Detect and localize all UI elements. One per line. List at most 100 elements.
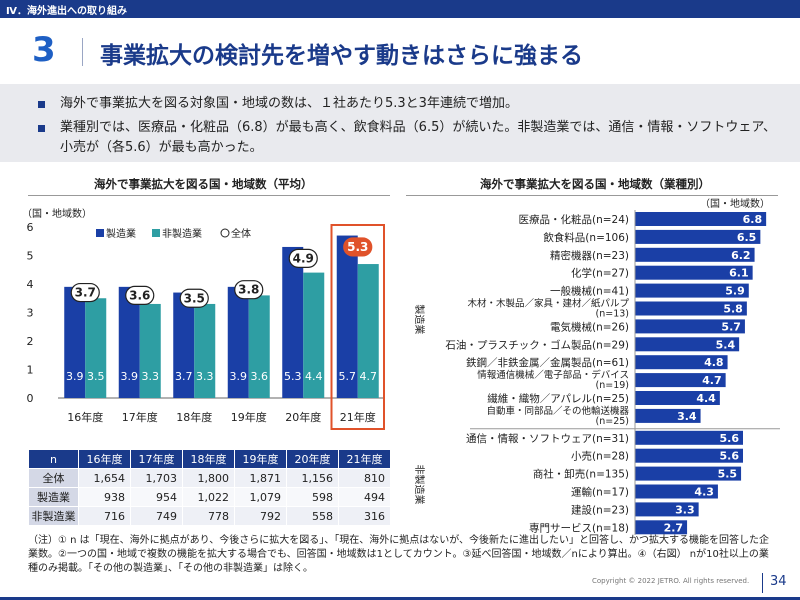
industry-label: (n=25) [596,416,629,427]
table-row: 非製造業 716 749 778 792 558 316 [28,506,391,526]
x-tick-label: 18年度 [176,410,212,424]
industry-value-label: 5.7 [721,320,741,333]
industry-bar [635,301,747,316]
table-cell: 1,079 [234,487,287,507]
header-bar: Ⅳ．海外進出への取り組み [0,0,800,18]
industry-value-label: 2.7 [664,521,684,534]
table-row-label: 非製造業 [28,506,79,526]
table-cell: 778 [182,506,235,526]
industry-bar [635,265,753,280]
summary-item: 海外で事業拡大を図る対象国・地域の数は、１社あたり5.3と3年連続で増加。 [38,94,786,114]
page-title: 事業拡大の検討先を増やす動きはさらに強まる [100,43,583,69]
right-chart-title-rule [406,195,778,196]
overall-label: 5.3 [347,240,368,254]
footnote: （注）① n は「現在、海外に拠点があり、今後さらに拡大を図る」、「現在、海外に… [28,535,770,574]
x-tick-label: 20年度 [285,410,321,424]
industry-value-label: 6.8 [743,213,763,226]
industry-label: 化学(n=27) [571,267,629,280]
industry-label: 石油・プラスチック・ゴム製品(n=29) [445,338,629,351]
data-label: 3.5 [87,370,105,383]
bar-nonmanufacturing [139,303,161,398]
table-cell: 1,800 [182,468,235,488]
data-label: 5.3 [284,370,302,383]
overall-label: 3.8 [238,283,259,297]
highlight-frame [330,224,385,430]
industry-bar [635,391,720,405]
industry-label: 医療品・化粧品(n=24) [518,213,629,226]
industry-bar [635,448,743,463]
bar-nonmanufacturing [357,264,379,398]
table-row-label: 製造業 [28,487,79,507]
y-tick-label: 5 [27,250,34,263]
page-number-divider [762,573,763,593]
data-label: 3.9 [121,370,139,383]
table-row-label: 全体 [28,468,79,488]
industry-label: 通信・情報・ソフトウェア(n=31) [466,432,629,445]
overall-marker [70,282,100,303]
industry-bar [635,247,755,262]
industry-label: (n=13) [596,309,629,320]
industry-label: 繊維・織物／アパレル(n=25) [487,392,629,405]
overall-marker [179,288,209,308]
data-label: 3.7 [175,370,193,383]
left-chart-title: 海外で事業拡大を図る国・地域数（平均） [94,177,313,191]
x-tick-label: 16年度 [67,410,103,424]
bar-manufacturing [173,292,195,398]
bar-manufacturing [64,286,86,398]
legend-swatch [152,229,160,237]
y-tick-label: 1 [27,364,34,377]
table-cell: 598 [286,487,339,507]
industry-label: 運輸(n=17) [571,486,629,499]
y-tick-label: 4 [27,278,34,291]
table-row: 製造業 938 954 1,022 1,079 598 494 [28,487,391,507]
data-label: 5.7 [339,370,357,383]
table-cell: 1,022 [182,487,235,507]
industry-bar [635,283,749,298]
table-cell: 1,871 [234,468,287,488]
industry-value-label: 6.1 [729,267,749,280]
industry-value-label: 4.7 [702,374,722,387]
table-cell: 716 [78,506,131,526]
table-cell: 810 [338,468,391,488]
data-label: 3.9 [230,370,248,383]
bar-manufacturing [282,246,304,398]
industry-bar [635,430,743,445]
industry-value-label: 5.9 [725,285,745,298]
industry-label: 小売(n=28) [571,450,629,463]
industry-label: 情報通信機械／電子部品・デバイス [477,369,629,381]
overall-label: 4.9 [293,251,314,265]
bar-nonmanufacturing [194,303,216,398]
table-row: 全体 1,654 1,703 1,800 1,871 1,156 810 [28,468,391,488]
overall-marker [234,280,264,300]
data-label: 3.9 [66,370,84,383]
data-label: 4.7 [360,370,378,383]
summary-box: 海外で事業拡大を図る対象国・地域の数は、１社あたり5.3と3年連続で増加。 業種… [0,84,800,162]
page-number: 34 [770,574,787,589]
right-chart-title: 海外で事業拡大を図る国・地域数（業種別） [480,177,710,191]
industry-value-label: 6.2 [731,249,751,262]
bar-manufacturing [336,235,358,398]
unit-label: （国・地域数） [22,207,92,220]
data-label: 3.6 [251,370,269,383]
group-label: 製造業 [413,304,426,334]
table-header-cell: 17年度 [130,449,183,469]
table-cell: 1,703 [130,468,183,488]
industry-bar [635,212,767,226]
section-number: 3 [32,30,56,70]
title-divider [82,38,83,66]
table-header-cell: 21年度 [338,449,391,469]
table-cell: 1,654 [78,468,131,488]
overall-marker [125,285,155,306]
bar-nonmanufacturing [85,298,107,398]
table-header-cell: 16年度 [78,449,131,469]
section-label: Ⅳ．海外進出への取り組み [6,6,127,17]
overall-label: 3.7 [75,286,96,300]
x-tick-label: 19年度 [231,410,267,424]
industry-value-label: 4.8 [704,356,724,369]
data-label: 3.3 [196,370,214,383]
bar-manufacturing [118,286,140,398]
legend-label: 非製造業 [162,227,202,240]
legend-marker [220,228,230,238]
table-cell: 316 [338,506,391,526]
